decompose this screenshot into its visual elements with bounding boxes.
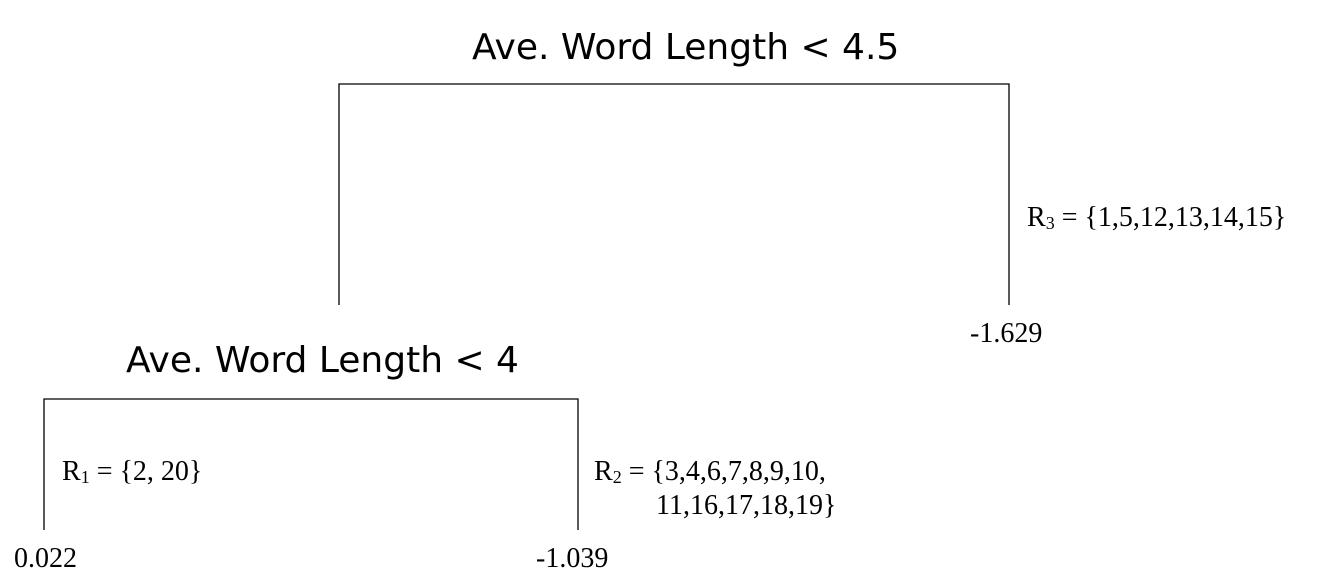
region-r3-letter: R (1027, 202, 1046, 233)
root-split-label: Ave. Word Length < 4.5 (472, 27, 900, 68)
region-r3-set: = {1,5,12,13,14,15} (1054, 202, 1287, 233)
region-r1-index: 1 (80, 467, 90, 487)
region-r1-label: R1 = {2, 20} (62, 456, 203, 487)
region-r3-label: R3 = {1,5,12,13,14,15} (1027, 202, 1287, 233)
region-r2-letter: R (594, 456, 613, 487)
region-r3-index: 3 (1045, 213, 1055, 233)
leaf-r1-value: 0.022 (14, 543, 77, 574)
region-r1-letter: R (62, 456, 81, 487)
region-r2-index: 2 (612, 467, 622, 487)
child-split-label: Ave. Word Length < 4 (126, 340, 519, 381)
region-r2-set-line2: 11,16,17,18,19} (656, 490, 837, 521)
root-split-branch (338, 83, 1010, 305)
leaf-r3-value: -1.629 (970, 318, 1043, 349)
region-r2-label: R2 = {3,4,6,7,8,9,10, (594, 456, 826, 487)
region-r2-set-line1: = {3,4,6,7,8,9,10, (621, 456, 826, 487)
region-r1-set: = {2, 20} (89, 456, 203, 487)
child-split-branch (43, 398, 579, 530)
leaf-r2-value: -1.039 (536, 543, 609, 574)
